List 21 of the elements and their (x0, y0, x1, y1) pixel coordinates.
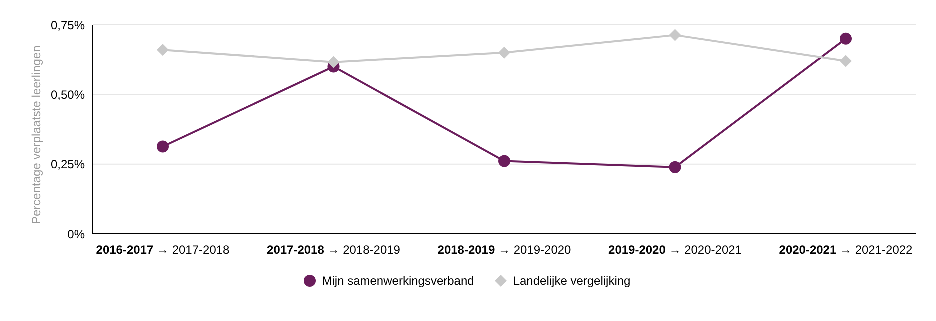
point (498, 46, 510, 59)
y-tick-label: 0,25% (50, 158, 86, 172)
point (328, 56, 340, 68)
y-tick-label: 0,50% (50, 88, 86, 102)
y-tick-label: 0,75% (50, 18, 86, 32)
x-tick-label: 2017-2018 → 2018-2019 (267, 243, 401, 257)
x-tick-label: 2020-2021 → 2021-2022 (779, 243, 914, 257)
legend-label: Landelijke vergelijking (512, 274, 631, 288)
point (498, 155, 510, 168)
x-tick-label: 2018-2019 → 2019-2020 (438, 243, 572, 257)
x-tick-label: 2016-2017 → 2017-2018 (96, 243, 230, 257)
point (669, 161, 682, 174)
point (157, 140, 169, 153)
point (669, 29, 682, 42)
legend-label: Mijn samenwerkingsverband (321, 274, 474, 288)
point (840, 32, 852, 45)
y-tick-label: 0% (68, 227, 86, 242)
x-tick-label: 2019-2020 → 2020-2021 (608, 243, 742, 257)
point (157, 44, 169, 56)
y-axis-title: Percentage verplaatste leerlingen (29, 46, 44, 224)
point (840, 55, 852, 68)
